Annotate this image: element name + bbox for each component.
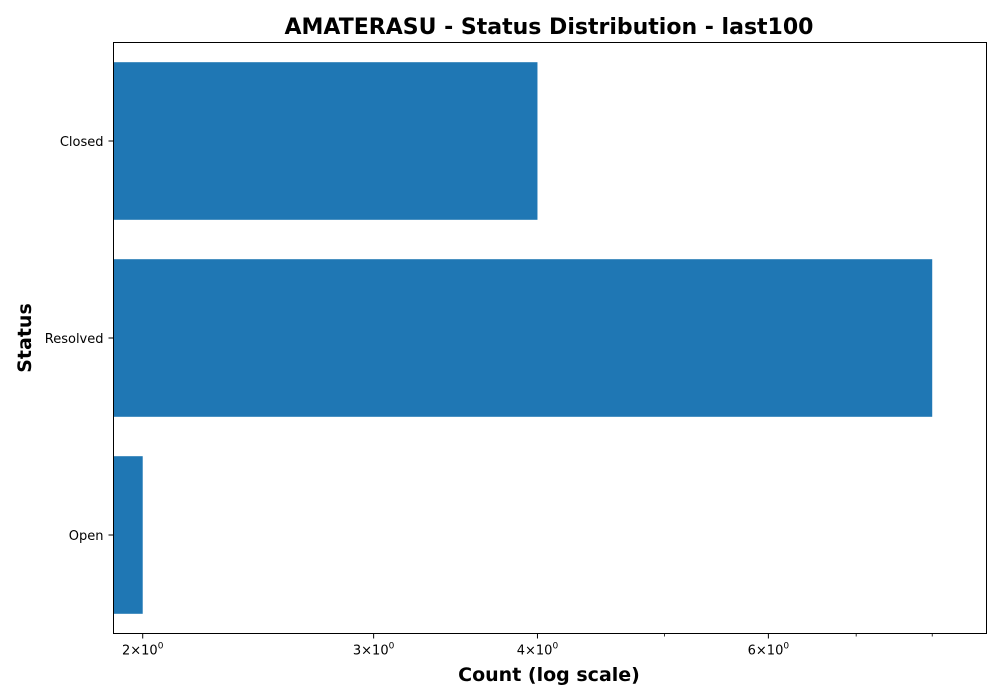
chart-title: AMATERASU - Status Distribution - last10… [285,15,814,40]
bars-group [113,62,933,614]
x-tick-label-2: 2×100 [122,642,164,659]
bar-resolved [113,259,933,417]
x-tick-label-6: 6×100 [748,642,790,659]
y-tick-label-closed: Closed [60,135,104,150]
y-tick-label-open: Open [69,529,104,544]
x-tick-label-3: 3×100 [353,642,395,659]
y-axis-label: Status [14,303,36,373]
bar-closed [113,62,538,220]
bar-open [113,456,143,614]
x-axis-label: Count (log scale) [458,664,640,686]
y-axis-ticks: Closed Resolved Open [45,135,114,544]
x-axis-ticks: 2×100 3×100 4×100 6×100 [122,633,933,659]
y-tick-label-resolved: Resolved [45,332,104,347]
x-tick-label-4: 4×100 [517,642,559,659]
